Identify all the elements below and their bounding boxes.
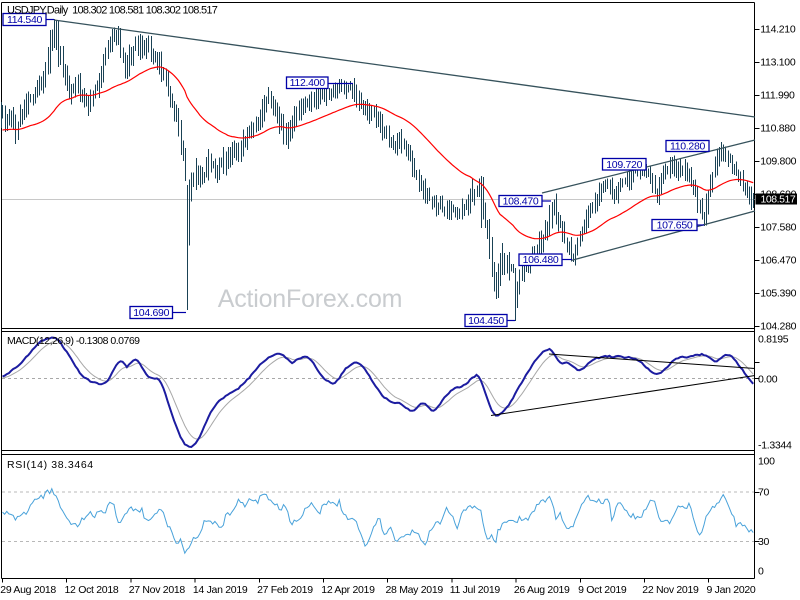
- svg-text:0.00: 0.00: [758, 374, 778, 386]
- svg-text:107.650: 107.650: [657, 220, 693, 232]
- svg-text:110.280: 110.280: [670, 141, 706, 153]
- svg-text:RSI(14) 38.3464: RSI(14) 38.3464: [7, 459, 94, 471]
- svg-text:14 Jan 2019: 14 Jan 2019: [193, 584, 248, 596]
- svg-text:9 Oct 2019: 9 Oct 2019: [578, 584, 627, 596]
- svg-text:112.400: 112.400: [290, 77, 326, 89]
- svg-text:USDJPY,Daily 108.302 108.581: USDJPY,Daily 108.302 108.581 108.302 108…: [7, 5, 218, 17]
- svg-text:108.470: 108.470: [503, 196, 539, 208]
- svg-text:11 Jul 2019: 11 Jul 2019: [450, 584, 501, 596]
- svg-text:106.480: 106.480: [523, 254, 559, 266]
- svg-text:22 Nov 2019: 22 Nov 2019: [642, 584, 699, 596]
- svg-text:12 Oct 2018: 12 Oct 2018: [65, 584, 119, 596]
- svg-text:30: 30: [758, 536, 770, 548]
- svg-text:113.100: 113.100: [760, 57, 796, 69]
- svg-text:-1.3344: -1.3344: [758, 440, 792, 452]
- svg-text:0: 0: [758, 566, 764, 578]
- svg-text:104.450: 104.450: [468, 315, 504, 327]
- svg-text:28 May 2019: 28 May 2019: [386, 584, 444, 596]
- svg-text:104.280: 104.280: [760, 321, 796, 333]
- svg-text:107.580: 107.580: [760, 222, 796, 234]
- svg-text:9 Jan 2020: 9 Jan 2020: [707, 584, 756, 596]
- svg-text:114.210: 114.210: [760, 24, 796, 36]
- svg-text:105.390: 105.390: [760, 288, 796, 300]
- svg-text:110.880: 110.880: [760, 123, 796, 135]
- svg-text:ActionForex.com: ActionForex.com: [218, 285, 403, 313]
- svg-text:12 Apr 2019: 12 Apr 2019: [321, 584, 375, 596]
- svg-text:MACD(12,26,9) -0.1308 0.0769: MACD(12,26,9) -0.1308 0.0769: [7, 335, 140, 347]
- svg-text:106.470: 106.470: [760, 255, 796, 267]
- svg-text:0.8195: 0.8195: [758, 334, 789, 346]
- svg-text:108.517: 108.517: [761, 194, 796, 206]
- svg-text:114.540: 114.540: [7, 14, 43, 26]
- svg-text:109.720: 109.720: [606, 159, 642, 171]
- svg-text:26 Aug 2019: 26 Aug 2019: [514, 584, 570, 596]
- svg-text:29 Aug 2018: 29 Aug 2018: [0, 584, 56, 596]
- svg-text:100: 100: [758, 456, 775, 468]
- svg-text:27 Feb 2019: 27 Feb 2019: [257, 584, 313, 596]
- svg-text:27 Nov 2018: 27 Nov 2018: [129, 584, 186, 596]
- svg-text:109.800: 109.800: [760, 156, 796, 168]
- svg-text:70: 70: [758, 487, 770, 499]
- svg-text:104.690: 104.690: [133, 307, 169, 319]
- svg-text:111.990: 111.990: [760, 90, 795, 102]
